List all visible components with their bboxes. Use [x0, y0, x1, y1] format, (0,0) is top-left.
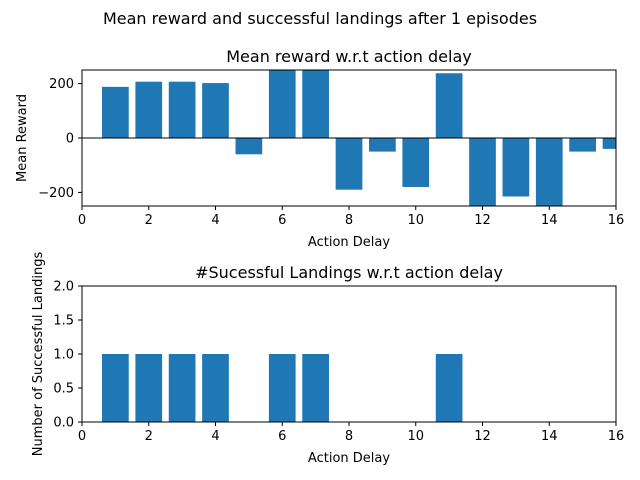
reward-y-label: Mean Reward — [15, 94, 30, 182]
x-tick-label: 12 — [474, 213, 491, 228]
x-tick-label: 16 — [608, 429, 625, 444]
reward-x-label: Action Delay — [308, 235, 390, 250]
bar — [268, 70, 296, 138]
bar — [268, 354, 296, 422]
bar — [602, 138, 616, 149]
bar — [135, 81, 163, 138]
bar — [202, 354, 229, 422]
bar — [469, 138, 496, 206]
x-tick-label: 4 — [211, 213, 219, 228]
x-tick-label: 10 — [407, 429, 424, 444]
bar — [369, 138, 396, 152]
reward-chart: Mean reward w.r.t action delay 0 2 4 6 8 10 12… — [15, 47, 624, 250]
bar — [502, 138, 530, 197]
x-tick-label: 16 — [608, 213, 625, 228]
x-tick-label: 14 — [541, 429, 558, 444]
bar — [235, 138, 263, 155]
landings-ticks: 0 2 4 6 8 10 12 14 16 0.0 0.5 1.0 1.5 2.0 — [53, 280, 624, 445]
bar — [569, 138, 596, 152]
reward-ticks: 0 2 4 6 8 10 12 14 16 −200 0 200 — [38, 77, 624, 228]
bar — [435, 354, 463, 422]
landings-y-label: Number of Successful Landings — [31, 252, 46, 457]
x-tick-label: 14 — [541, 213, 558, 228]
x-tick-label: 8 — [345, 429, 353, 444]
y-tick-label: 1.5 — [53, 314, 74, 329]
bar — [435, 73, 463, 138]
y-tick-label: 200 — [49, 77, 74, 92]
x-tick-label: 2 — [145, 429, 153, 444]
y-tick-label: 1.0 — [53, 348, 74, 363]
x-tick-label: 6 — [278, 429, 286, 444]
x-tick-label: 4 — [211, 429, 219, 444]
reward-axes-frame — [81, 69, 617, 207]
reward-chart-title: Mean reward w.r.t action delay — [226, 47, 472, 66]
x-tick-label: 0 — [78, 429, 86, 444]
x-tick-label: 12 — [474, 429, 491, 444]
x-tick-label: 10 — [407, 213, 424, 228]
y-tick-label: −200 — [38, 186, 74, 201]
y-tick-label: 0.5 — [53, 382, 74, 397]
y-tick-label: 0.0 — [53, 416, 74, 431]
bar — [402, 138, 430, 187]
bar — [102, 354, 129, 422]
bar — [535, 138, 563, 206]
x-tick-label: 8 — [345, 213, 353, 228]
x-tick-label: 0 — [78, 213, 86, 228]
bar — [168, 354, 196, 422]
figure-title: Mean reward and successful landings afte… — [103, 9, 537, 28]
bar — [202, 83, 229, 138]
x-tick-label: 2 — [145, 213, 153, 228]
bar — [135, 354, 163, 422]
y-tick-label: 0 — [66, 132, 74, 147]
bar — [302, 70, 329, 138]
y-tick-label: 2.0 — [53, 280, 74, 295]
x-tick-label: 6 — [278, 213, 286, 228]
reward-bars — [102, 70, 616, 206]
landings-chart-title: #Sucessful Landings w.r.t action delay — [195, 263, 503, 282]
bar — [168, 81, 196, 138]
landings-chart: #Sucessful Landings w.r.t action delay 0… — [31, 252, 624, 466]
landings-x-label: Action Delay — [308, 451, 390, 466]
bar — [102, 86, 129, 138]
landings-bars — [102, 354, 463, 422]
bar — [335, 138, 363, 190]
landings-axes-frame — [81, 285, 617, 423]
bar — [302, 354, 329, 422]
